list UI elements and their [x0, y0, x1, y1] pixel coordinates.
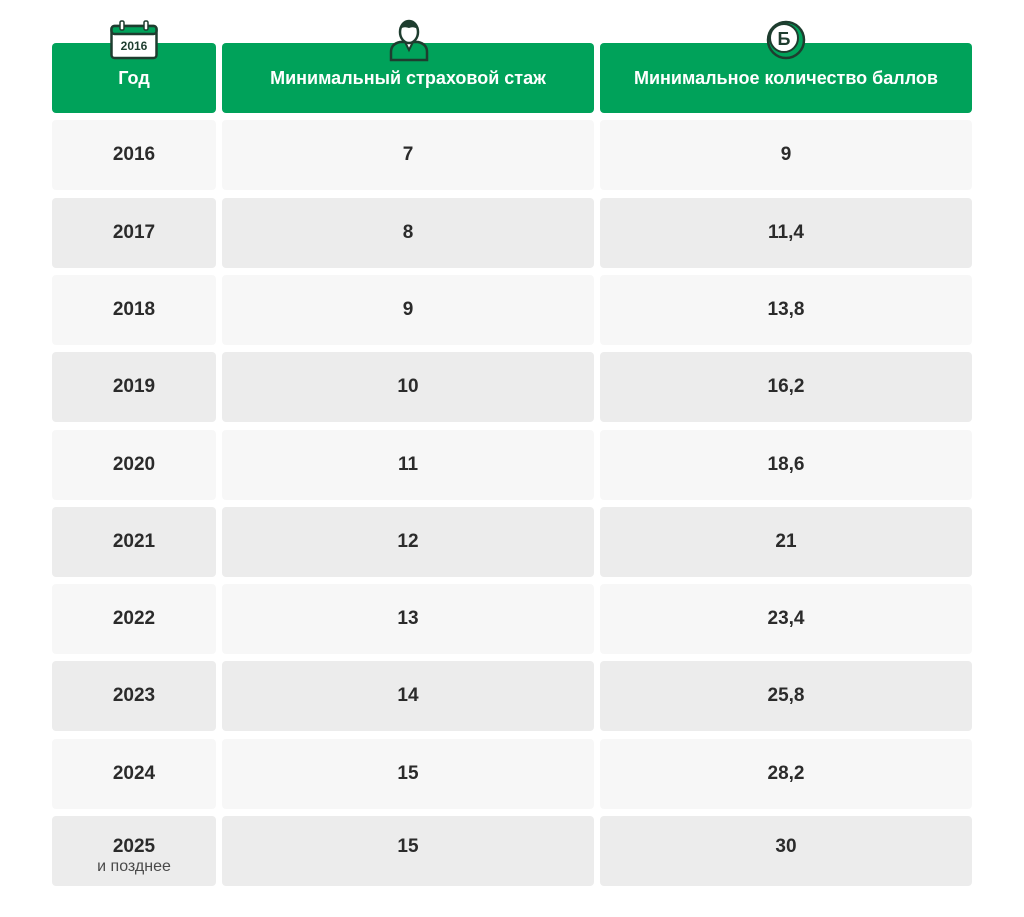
experience-value: 15 [397, 763, 419, 784]
year-cell: 2016 [52, 120, 216, 190]
points-cell: 23,4 [600, 584, 972, 654]
experience-cell: 9 [222, 275, 594, 345]
coin-icon: Б [766, 20, 806, 60]
table-row: 2024 15 28,2 [52, 739, 972, 809]
year-cell: 2024 [52, 739, 216, 809]
table-row: 2020 11 18,6 [52, 430, 972, 500]
year-cell: 2025 и позднее [52, 816, 216, 886]
experience-cell: 14 [222, 661, 594, 731]
year-value: 2020 [112, 454, 156, 475]
year-value: 2019 [112, 376, 156, 397]
table-row: 2021 12 21 [52, 507, 972, 577]
points-value: 11,4 [768, 222, 804, 243]
year-cell: 2020 [52, 430, 216, 500]
experience-value: 8 [402, 222, 414, 243]
year-value: 2023 [112, 685, 156, 706]
experience-cell: 12 [222, 507, 594, 577]
year-cell: 2023 [52, 661, 216, 731]
year-cell: 2019 [52, 352, 216, 422]
experience-value: 14 [397, 685, 419, 706]
experience-cell: 10 [222, 352, 594, 422]
points-cell: 28,2 [600, 739, 972, 809]
table-row: 2025 и позднее 15 30 [52, 816, 972, 886]
year-value: 2022 [112, 608, 156, 629]
year-value: 2024 [112, 763, 156, 784]
year-cell: 2018 [52, 275, 216, 345]
experience-value: 15 [397, 836, 419, 857]
year-cell: 2021 [52, 507, 216, 577]
coin-icon-letter: Б [778, 29, 791, 49]
table-row: 2017 8 11,4 [52, 198, 972, 268]
experience-value: 11 [397, 454, 419, 475]
points-value: 28,2 [767, 763, 805, 784]
year-value: 2021 [112, 531, 156, 552]
table-row: 2016 7 9 [52, 120, 972, 190]
points-value: 9 [780, 144, 792, 165]
table-row: 2023 14 25,8 [52, 661, 972, 731]
header-year-label: Год [118, 67, 150, 88]
points-cell: 30 [600, 816, 972, 886]
table-row: 2019 10 16,2 [52, 352, 972, 422]
experience-value: 7 [402, 144, 414, 165]
experience-cell: 15 [222, 739, 594, 809]
experience-cell: 7 [222, 120, 594, 190]
header-points-label: Минимальное количество баллов [634, 67, 938, 88]
points-cell: 9 [600, 120, 972, 190]
year-cell: 2017 [52, 198, 216, 268]
points-cell: 16,2 [600, 352, 972, 422]
calendar-icon: 2016 [110, 20, 158, 60]
experience-value: 9 [402, 299, 414, 320]
experience-cell: 8 [222, 198, 594, 268]
year-value: 2025 [112, 836, 156, 857]
year-cell: 2022 [52, 584, 216, 654]
year-note: и позднее [97, 858, 171, 875]
year-value: 2016 [112, 144, 156, 165]
experience-value: 10 [397, 376, 419, 397]
table-row: 2022 13 23,4 [52, 584, 972, 654]
points-cell: 25,8 [600, 661, 972, 731]
experience-value: 13 [397, 608, 419, 629]
points-cell: 11,4 [600, 198, 972, 268]
points-value: 25,8 [767, 685, 805, 706]
header-points-cell: Минимальное количество баллов [600, 43, 972, 113]
points-cell: 13,8 [600, 275, 972, 345]
experience-cell: 15 [222, 816, 594, 886]
year-value: 2018 [112, 299, 156, 320]
calendar-icon-year: 2016 [121, 39, 148, 53]
experience-cell: 13 [222, 584, 594, 654]
points-cell: 18,6 [600, 430, 972, 500]
points-value: 23,4 [767, 608, 805, 629]
experience-value: 12 [397, 531, 419, 552]
points-value: 18,6 [767, 454, 805, 475]
person-icon [389, 19, 429, 62]
year-value: 2017 [112, 222, 156, 243]
points-value: 30 [775, 836, 797, 857]
header-experience-label: Минимальный страховой стаж [270, 67, 546, 88]
experience-cell: 11 [222, 430, 594, 500]
table-row: 2018 9 13,8 [52, 275, 972, 345]
points-value: 16,2 [767, 376, 805, 397]
points-value: 13,8 [767, 299, 805, 320]
points-value: 21 [775, 531, 797, 552]
points-cell: 21 [600, 507, 972, 577]
table-header-row: Год Минимальный страховой стаж Минимальн… [52, 43, 972, 113]
